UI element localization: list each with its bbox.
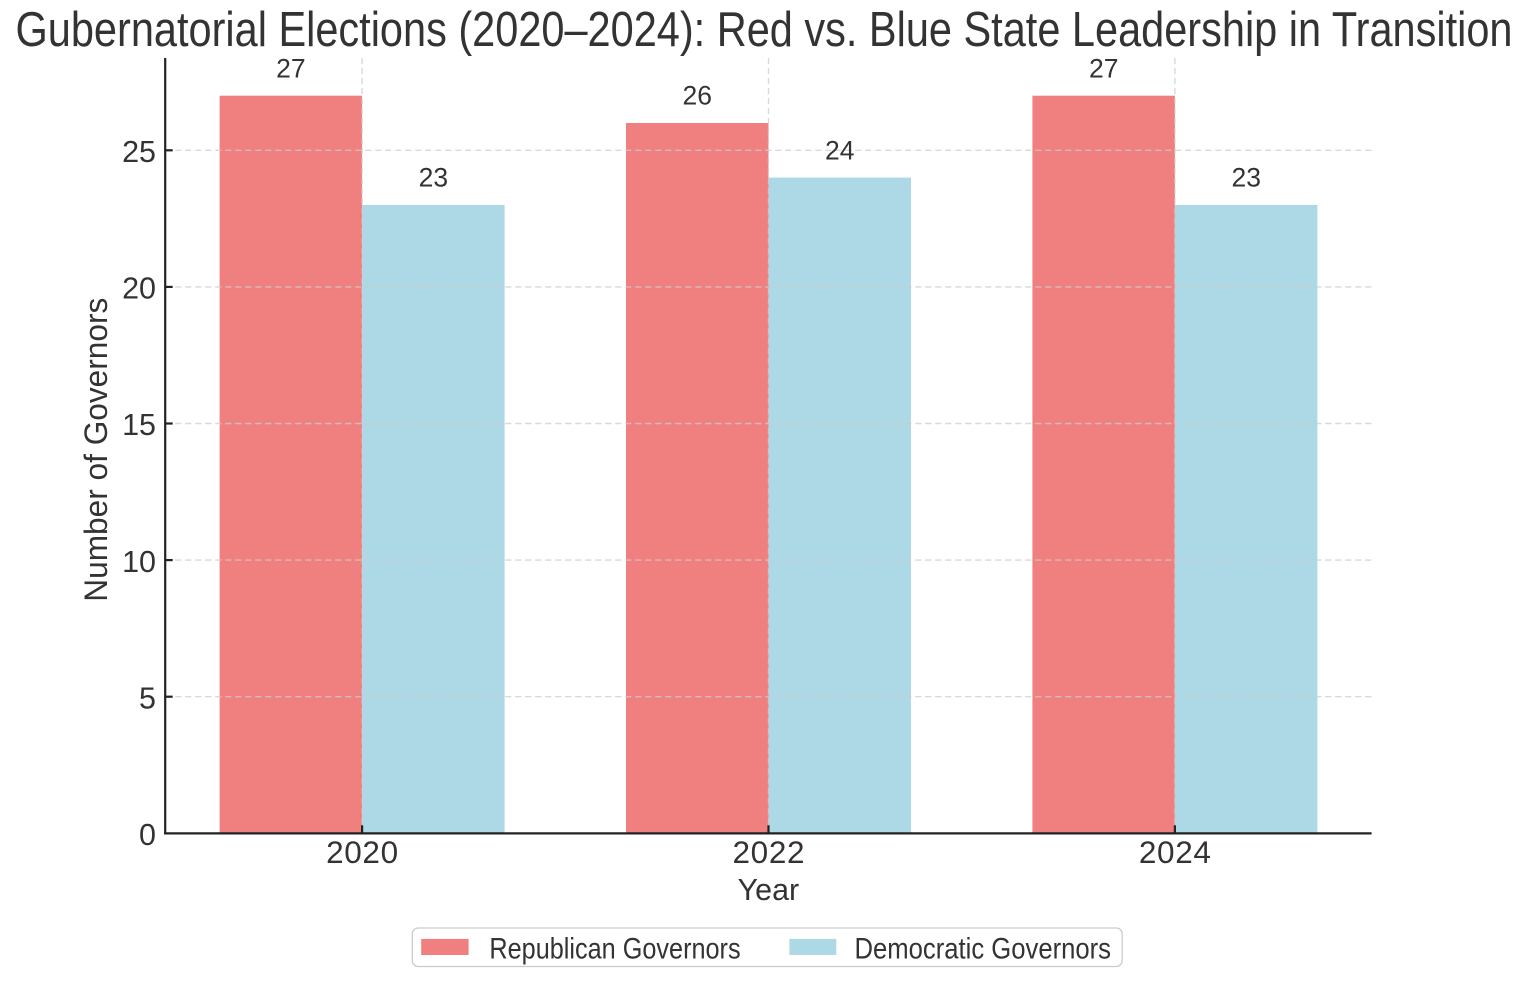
svg-text:15: 15 xyxy=(122,408,156,442)
svg-text:26: 26 xyxy=(683,81,712,111)
svg-text:23: 23 xyxy=(419,163,448,193)
svg-text:27: 27 xyxy=(276,53,305,83)
svg-text:Gubernatorial Elections (2020–: Gubernatorial Elections (2020–2024): Red… xyxy=(16,3,1513,57)
svg-text:27: 27 xyxy=(1089,53,1118,83)
svg-text:24: 24 xyxy=(825,135,854,165)
svg-text:0: 0 xyxy=(139,818,156,852)
svg-text:Democratic Governors: Democratic Governors xyxy=(855,933,1112,966)
svg-text:25: 25 xyxy=(122,135,156,169)
svg-text:10: 10 xyxy=(122,545,156,579)
svg-text:Year: Year xyxy=(738,872,800,907)
svg-text:23: 23 xyxy=(1231,163,1260,193)
svg-text:20: 20 xyxy=(122,272,156,306)
svg-text:Number of Governors: Number of Governors xyxy=(78,298,114,602)
svg-text:2024: 2024 xyxy=(1139,834,1211,870)
svg-text:2022: 2022 xyxy=(733,834,805,870)
svg-text:5: 5 xyxy=(139,681,156,715)
svg-text:2020: 2020 xyxy=(326,834,398,870)
svg-text:Republican Governors: Republican Governors xyxy=(489,933,740,966)
